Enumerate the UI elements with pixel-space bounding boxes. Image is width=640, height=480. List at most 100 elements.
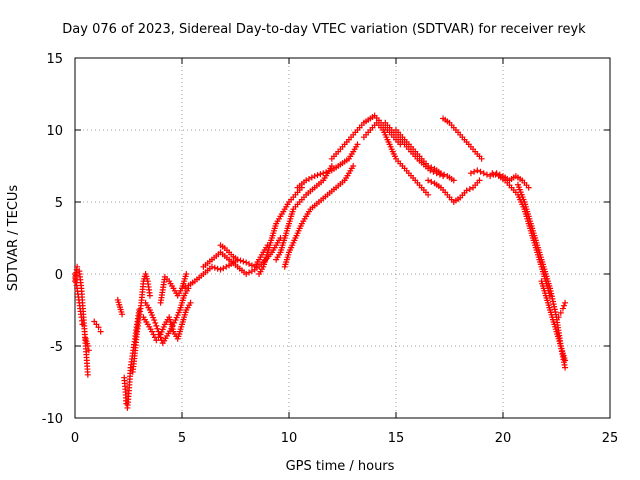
data-point: [476, 177, 483, 184]
data-point: [95, 324, 102, 331]
data-point-interp: [246, 260, 253, 267]
data-point-interp: [223, 263, 230, 270]
data-point: [79, 321, 86, 328]
data-point: [437, 170, 444, 177]
data-point-interp: [153, 322, 160, 329]
series-arc-2: [72, 271, 86, 328]
data-point: [217, 266, 224, 273]
x-tick-label: 0: [71, 431, 79, 446]
data-point-interp: [492, 171, 499, 178]
data-point: [480, 170, 487, 177]
data-point-interp: [248, 268, 255, 275]
data-point: [320, 170, 327, 177]
data-point: [183, 271, 190, 277]
series-arc-16: [281, 163, 357, 270]
data-point: [155, 328, 162, 335]
data-point-interp: [214, 265, 221, 272]
data-point: [562, 364, 569, 371]
x-axis-label: GPS time / hours: [286, 459, 395, 474]
data-point-interp: [428, 178, 435, 185]
data-point: [463, 187, 470, 194]
data-point: [234, 256, 241, 263]
series-arc-27: [538, 278, 569, 364]
data-point-interp: [323, 169, 330, 176]
data-point-interp: [152, 319, 159, 326]
data-point-interp: [325, 168, 332, 175]
y-tick-label: 15: [46, 52, 63, 67]
data-point: [84, 343, 91, 349]
data-point: [311, 173, 318, 180]
data-point-interp: [220, 265, 227, 272]
data-point-interp: [157, 334, 164, 341]
data-point-interp: [246, 269, 253, 276]
data-point-interp: [477, 168, 484, 175]
data-point-interp: [430, 168, 437, 175]
data-point: [525, 184, 532, 191]
data-point-interp: [154, 325, 161, 332]
data-point: [559, 305, 566, 312]
data-point: [425, 163, 432, 169]
data-point: [555, 314, 562, 321]
series-arc-22: [425, 177, 483, 205]
data-point: [562, 357, 569, 364]
x-tick-labels: 0 5 10 15 20 25: [71, 431, 618, 446]
grid-layer: [75, 58, 610, 418]
y-tick-label: 0: [55, 268, 63, 283]
data-point-interp: [237, 257, 244, 264]
series-arc-23: [440, 115, 485, 162]
chart-title: Day 076 of 2023, Sidereal Day-to-day VTE…: [62, 22, 586, 37]
data-point: [187, 299, 194, 306]
series-arc-8: [140, 299, 194, 344]
data-point: [243, 259, 250, 266]
data-point: [562, 299, 569, 306]
series-arc-18: [328, 112, 404, 162]
series-arc-21: [393, 127, 457, 184]
series-arc-7: [127, 271, 153, 375]
data-point: [97, 328, 104, 335]
series-arc-13: [217, 242, 241, 263]
series-arc-10: [157, 271, 190, 306]
x-tick-label: 20: [495, 431, 512, 446]
data-point-interp: [182, 283, 189, 290]
series-arc-19: [360, 119, 432, 198]
y-tick-label: 10: [46, 124, 63, 139]
data-point: [427, 167, 434, 174]
series-arc-3: [82, 335, 92, 354]
x-tick-label: 10: [281, 431, 298, 446]
data-point-interp: [150, 331, 157, 338]
tick-layer: [74, 57, 611, 419]
data-point: [478, 155, 485, 162]
y-tick-labels: -10 -5 0 5 10 15: [42, 52, 63, 427]
data-point: [146, 292, 153, 299]
data-point-interp: [211, 264, 218, 271]
data-point-interp: [466, 186, 473, 193]
series-arc-5: [114, 296, 126, 318]
series-arc-4: [91, 318, 104, 335]
plot-frame: [74, 57, 611, 419]
data-point: [85, 347, 92, 354]
data-point-interp: [314, 172, 321, 179]
data-point-interp: [441, 171, 448, 178]
data-point: [450, 177, 457, 184]
data-point: [425, 177, 432, 184]
data-point: [84, 371, 91, 378]
data-point: [350, 163, 357, 169]
data-point-interp: [240, 258, 247, 265]
data-point-interp: [305, 175, 312, 182]
data-point-interp: [156, 331, 163, 338]
data-point: [489, 170, 496, 177]
series-arc-9: [142, 285, 192, 347]
data-point-interp: [317, 171, 324, 178]
data-point-interp: [560, 302, 567, 309]
x-tick-label: 25: [602, 431, 619, 446]
data-point: [557, 309, 564, 316]
y-tick-label: 5: [55, 196, 63, 211]
y-tick-label: -10: [42, 412, 63, 427]
data-point: [425, 191, 432, 198]
y-tick-label: -5: [50, 340, 63, 355]
data-point: [474, 167, 481, 174]
data-point: [151, 317, 158, 324]
data-point-interp: [308, 174, 315, 181]
data-point: [74, 263, 81, 270]
